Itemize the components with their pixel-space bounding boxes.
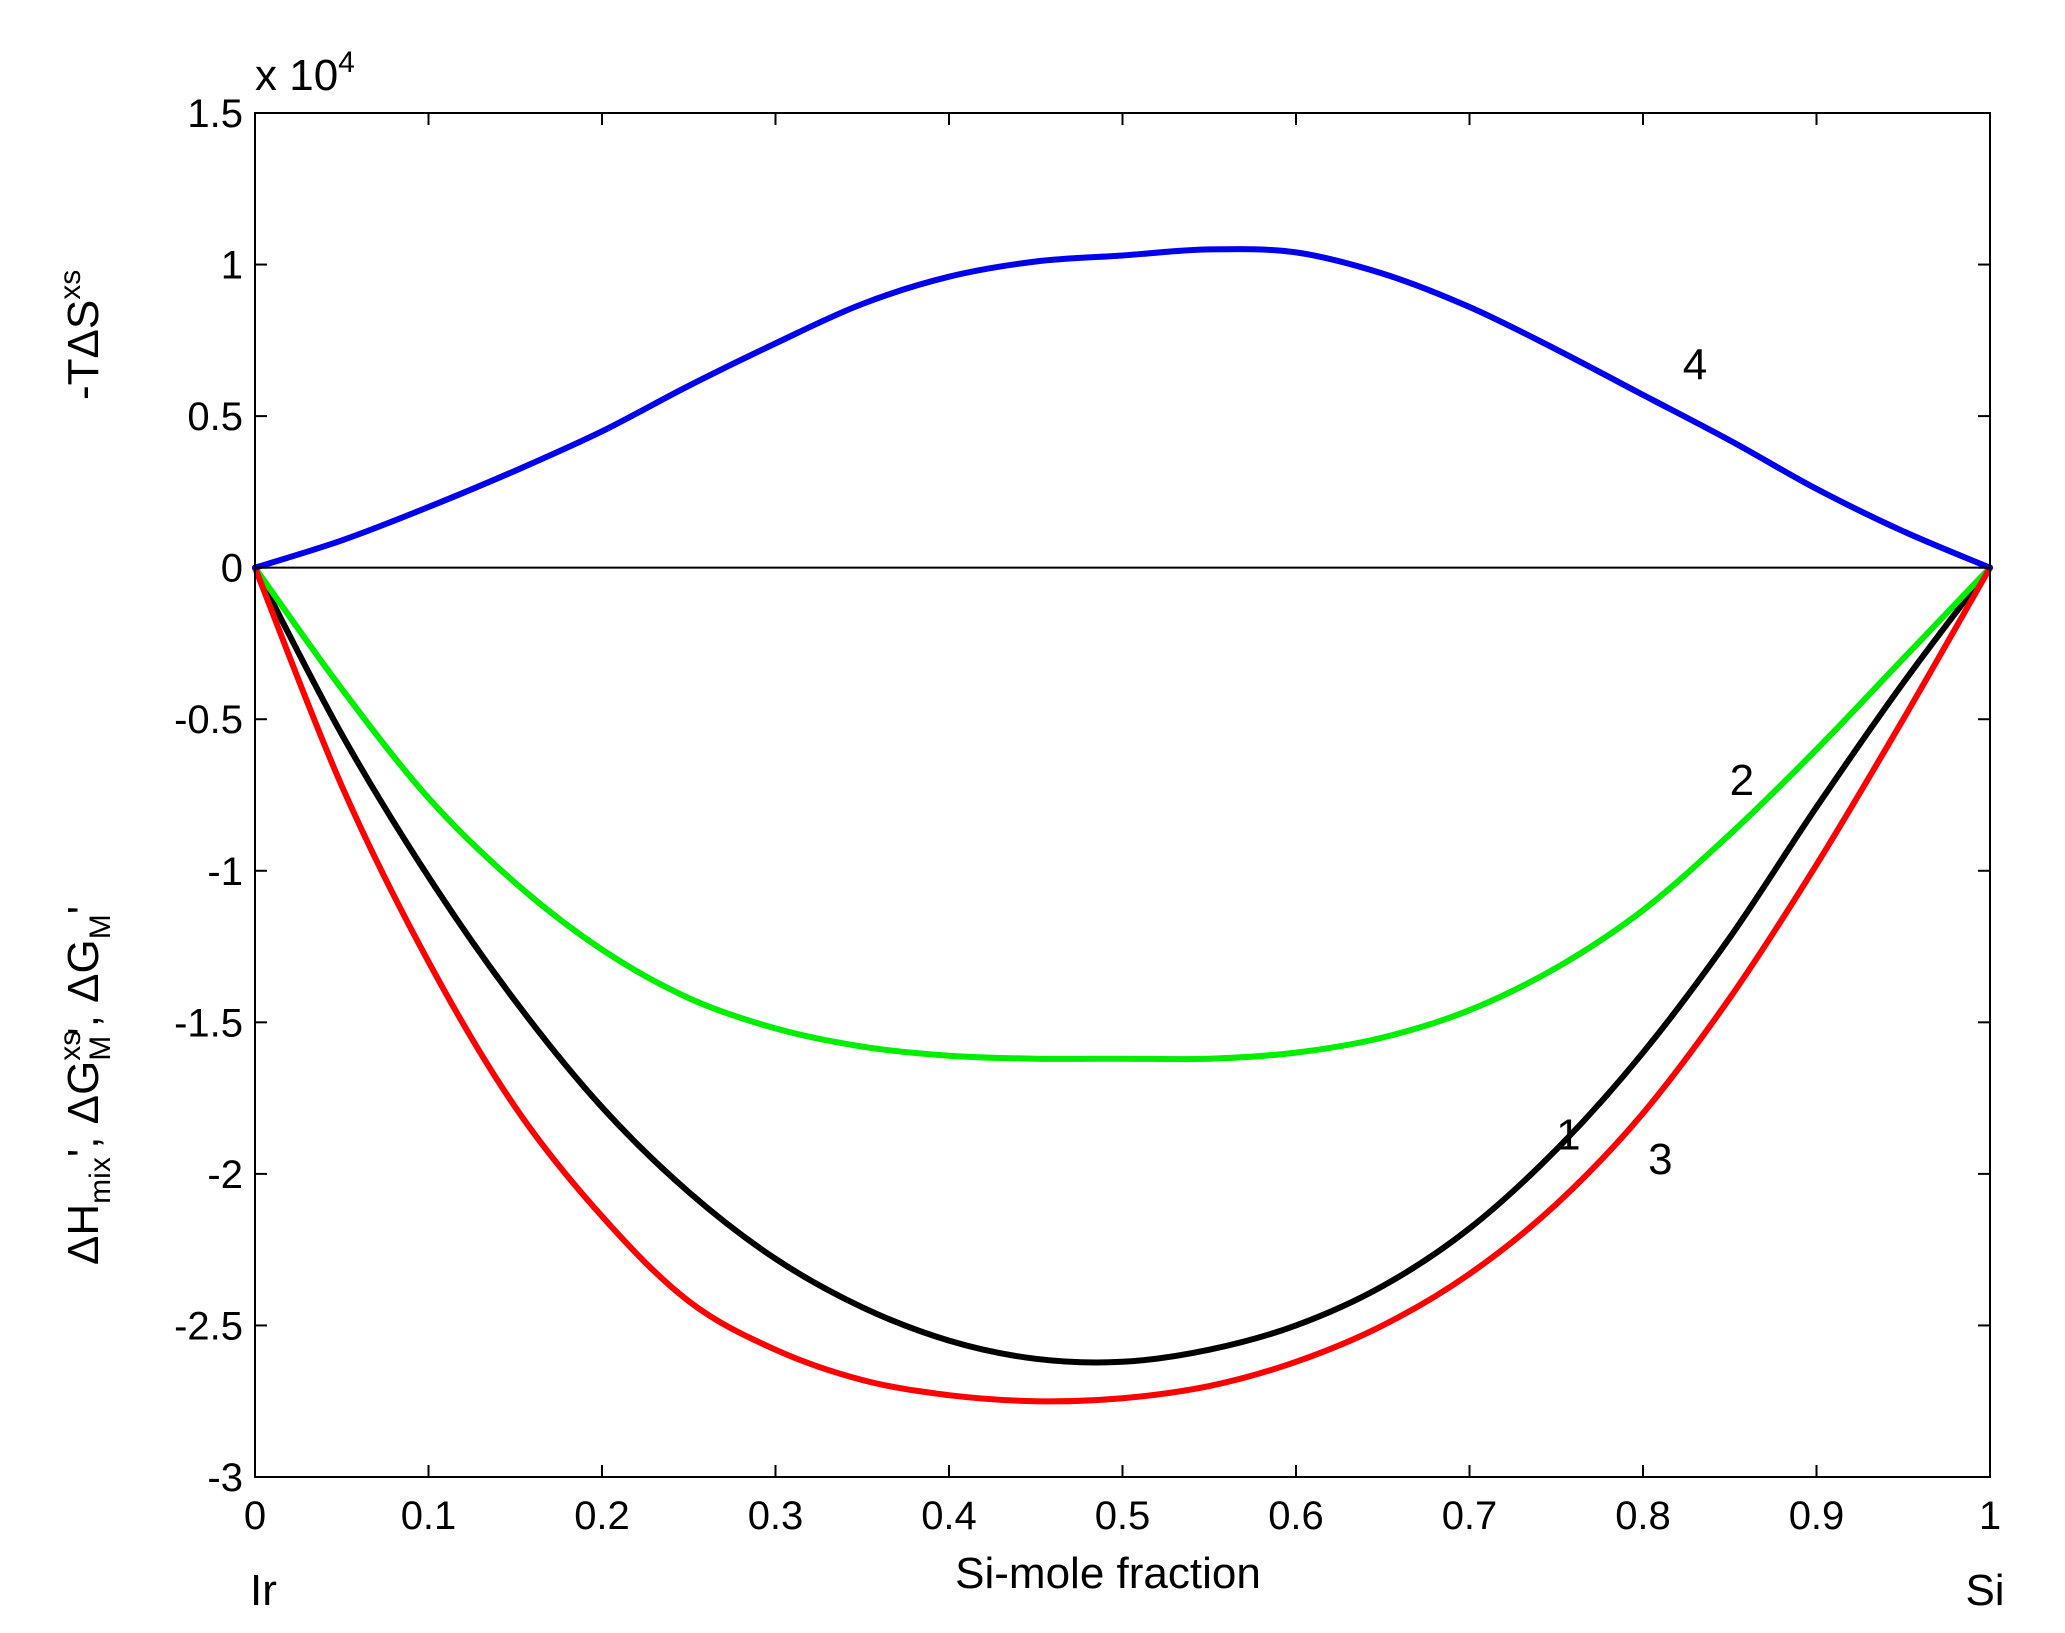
y-tick-label: 1.5 [187,92,243,136]
x-tick-label: 0.8 [1615,1494,1671,1538]
x-axis-label: Si-mole fraction [955,1549,1261,1598]
ticks-layer: 0 0.1 0.2 0.3 0.4 0.5 0.6 0.7 0.8 0.9 1 -3 -2.5 -2 -1.… [174,92,2001,1538]
y-exponent-label: x 104 [255,46,355,100]
x-tick-label: 0.5 [1095,1494,1151,1538]
x-end-label-left: Ir [250,1566,277,1615]
x-tick-label: 0.4 [921,1494,977,1538]
series-3-line [252,564,1993,1405]
y-axis-label-lower: ΔHmix', ΔGxsM', ΔGM' [54,906,117,1265]
y-tick-label: 0.5 [187,395,243,439]
y-tick-label: -3 [207,1456,243,1500]
y-tick-label: -2 [207,1153,243,1197]
y-tick-label: -0.5 [174,698,243,742]
series-1-line [252,564,1993,1366]
x-tick-label: 0.1 [401,1494,457,1538]
y-axis-label-upper: -TΔSxs [54,270,108,400]
series-2-line [252,564,1993,1063]
y-tick-label: 1 [221,244,243,288]
x-tick-label: 0.9 [1789,1494,1845,1538]
x-tick-label: 0.7 [1442,1494,1498,1538]
y-tick-label: -1.5 [174,1001,243,1045]
series-4-label: 4 [1683,341,1707,390]
x-tick-label: 1 [1979,1494,2001,1538]
series-1-label: 1 [1556,1111,1580,1160]
x-tick-label: 0.2 [574,1494,630,1538]
series-layer [252,246,1993,1405]
series-4-line [252,246,1993,571]
x-tick-label: 0.6 [1268,1494,1324,1538]
y-tick-label: 0 [221,547,243,591]
x-tick-label: 0 [244,1494,266,1538]
series-3-label: 3 [1648,1135,1672,1184]
series-labels: 1 2 3 4 [1556,341,1754,1184]
y-tick-label: -2.5 [174,1304,243,1348]
series-2-label: 2 [1730,756,1754,805]
x-end-label-right: Si [1965,1566,2004,1615]
x-tick-label: 0.3 [748,1494,804,1538]
y-tick-label: -1 [207,850,243,894]
